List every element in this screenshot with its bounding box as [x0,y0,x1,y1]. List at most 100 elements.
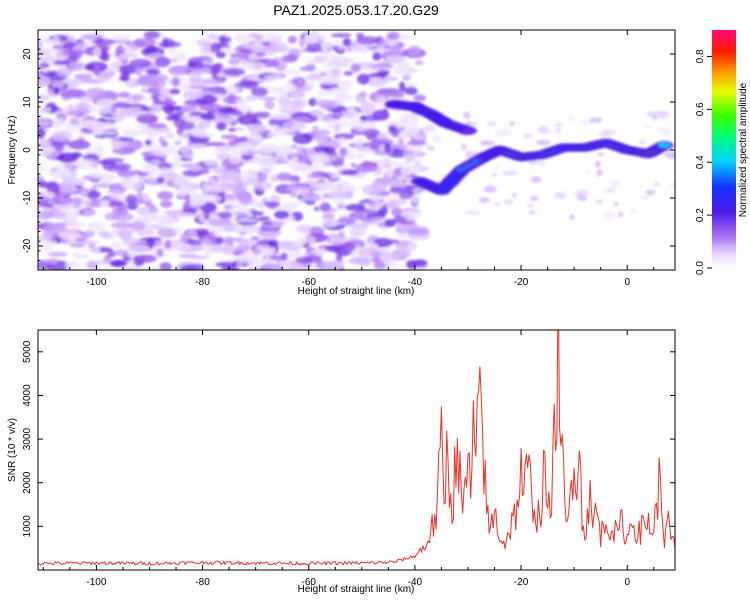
heatmap-noise-blob [390,252,412,258]
heatmap-noise-blob [117,169,137,178]
heatmap-noise-blob [345,203,366,212]
x-tick-label: -20 [514,277,529,288]
heatmap-noise-blob [317,129,331,136]
heatmap-noise-blob [248,124,267,135]
heatmap-noise-blob [93,260,115,265]
heatmap-noise-blob [83,78,104,84]
heatmap-noise-blob [407,241,417,250]
heatmap-noise-blob [410,117,418,127]
x-tick-label: -80 [195,277,210,288]
heatmap-noise-blob [40,202,54,208]
heatmap-noise-blob [554,191,567,199]
heatmap-noise-blob [38,46,51,53]
heatmap-noise-blob [408,45,422,57]
heatmap-noise-blob [133,129,154,136]
heatmap-noise-blob [252,248,261,255]
heatmap-noise-blob [344,154,359,159]
heatmap-noise-blob [654,181,660,188]
heatmap-noise-blob [350,162,357,168]
heatmap-noise-blob [334,156,345,165]
heatmap-noise-blob [400,220,416,226]
colorbar: 0.0 0.2 0.4 0.6 0.8 Normalized spectral ampl… [695,30,749,275]
heatmap-noise-blob [150,158,160,164]
y-tick-label: 0 [22,147,33,153]
y-tick-label: 20 [22,48,33,60]
heatmap-noise-blob [493,165,499,171]
heatmap-noise-blob [210,42,222,54]
heatmap-noise-blob [350,63,361,73]
heatmap-noise-blob [261,167,272,176]
heatmap-noise-blob [124,45,131,55]
heatmap-noise-blob [117,64,139,75]
heatmap-noise-blob [147,77,167,89]
heatmap-noise-blob [534,159,548,167]
heatmap-noise-blob [51,35,61,45]
heatmap-noise-blob [277,105,295,110]
heatmap-noise-blob [186,143,208,149]
heatmap-noise-blob [189,255,210,260]
heatmap-noise-blob [93,144,105,152]
snr-x-axis: -100 -80 -60 -40 -20 0 [42,330,655,588]
colorbar-tick-label: 0.4 [695,155,706,169]
heatmap-noise-blob [299,66,311,71]
heatmap-noise-blob [356,36,381,45]
heatmap-noise-blob [384,218,397,227]
heatmap-noise-blob [373,138,394,146]
heatmap-noise-blob [273,210,290,219]
heatmap-noise-blob [402,150,426,158]
heatmap-noise-blob [118,229,134,237]
heatmap-noise-blob [172,54,185,61]
snr-plot-area [38,330,675,570]
heatmap-noise-blob [389,186,407,194]
heatmap-noise-blob [164,239,172,250]
heatmap-noise-blob [262,221,273,226]
heatmap-noise-blob [96,98,115,108]
heatmap-noise-blob [236,252,255,264]
heatmap-noise-blob [341,80,353,85]
heatmap-noise-blob [402,74,411,81]
heatmap-noise-blob [414,60,424,66]
heatmap-noise-blob [53,60,71,66]
x-tick-label: -100 [86,277,106,288]
heatmap-noise-blob [334,171,341,177]
heatmap-noise-blob [200,113,216,121]
heatmap-noise-blob [413,94,427,102]
heatmap-noise-blob [69,242,86,248]
heatmap-noise-blob [108,102,132,109]
heatmap-noise-blob [401,210,422,220]
heatmap-noise-blob [350,256,372,266]
heatmap-noise-blob [204,142,226,147]
heatmap-noise-blob [276,172,293,181]
heatmap-noise-blob [188,193,209,202]
heatmap-noise-blob [64,261,81,269]
y-tick-label: 10 [22,96,33,108]
heatmap-noise-blob [568,114,575,122]
heatmap-noise-blob [385,74,396,84]
heatmap-noise-blob [109,259,128,268]
heatmap-noise-blob [54,143,65,152]
heatmap-noise-blob [217,72,225,78]
heatmap-noise-blob [391,129,400,138]
heatmap-noise-blob [38,235,54,241]
heatmap-noise-blob [112,204,119,215]
heatmap-noise-blob [298,38,306,48]
heatmap-noise-blob [100,51,110,62]
heatmap-signal-core [461,128,474,134]
heatmap-noise-blob [188,61,197,67]
heatmap-noise-blob [38,94,50,102]
heatmap-noise-blob [371,257,381,263]
heatmap-noise-blob [479,140,496,146]
heatmap-noise-blob [664,151,675,159]
heatmap-noise-blob [366,44,373,51]
heatmap-noise-blob [268,118,280,126]
snr-panel: -100 -80 -60 -40 -20 0 1000 2000 3000 4000 5000 H… [7,329,676,595]
heatmap-noise-blob [207,175,215,183]
spectrogram-x-label: Height of straight line (km) [298,286,415,297]
heatmap-noise-blob [135,191,144,201]
heatmap-noise-blob [97,74,111,83]
heatmap-noise-blob [173,153,181,163]
heatmap-noise-blob [494,202,501,207]
heatmap-noise-blob [313,206,320,212]
heatmap-noise-blob [338,230,345,237]
heatmap-noise-blob [109,174,117,181]
